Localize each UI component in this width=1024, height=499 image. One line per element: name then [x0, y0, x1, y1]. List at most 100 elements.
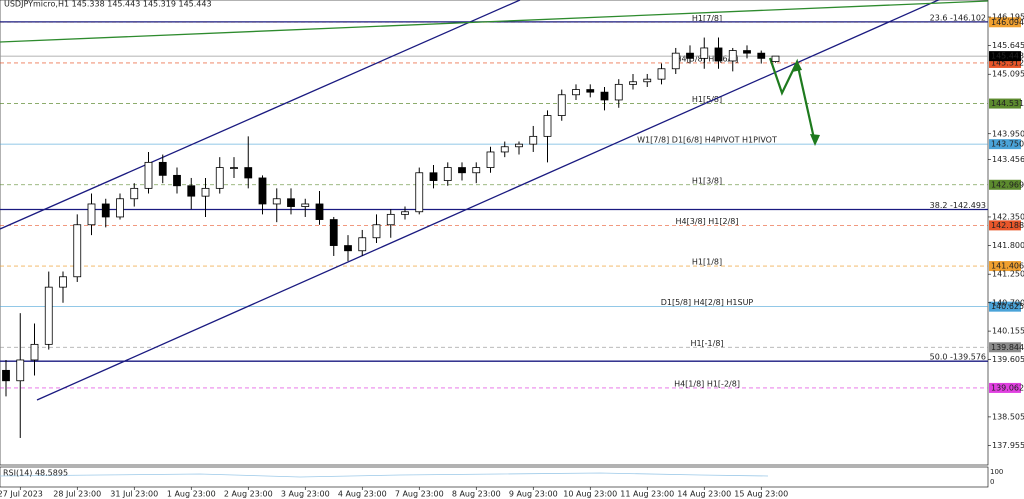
x-tick-label: 8 Aug 23:00: [452, 490, 501, 499]
candle-body: [728, 50, 737, 62]
x-tick-label: 10 Aug 23:00: [563, 490, 617, 499]
candle-body: [600, 91, 609, 101]
y-tick-label: 140.155: [992, 327, 1024, 336]
candle-body: [44, 286, 53, 345]
trend-line: [0, 0, 989, 43]
price-value: 145.443: [991, 52, 1024, 61]
channel-lower: [36, 0, 941, 401]
x-tick-label: 15 Aug 23:00: [734, 490, 788, 499]
level-label: H4[1/8] H1[-2/8]: [674, 379, 740, 388]
candle-body: [401, 211, 409, 215]
y-tick-label: 140.700: [992, 298, 1024, 307]
y-tick-label: 137.955: [992, 441, 1024, 450]
candle-body: [614, 83, 623, 101]
candle-body: [258, 177, 267, 205]
x-tick-label: 7 Aug 23:00: [395, 490, 444, 499]
candle-body: [686, 52, 694, 59]
price-box: [989, 51, 1021, 62]
level-label: H1[1/8]: [692, 258, 722, 267]
y-tick-label: 146.195: [992, 13, 1024, 22]
candle-body: [557, 94, 566, 116]
candle-body: [486, 151, 495, 168]
level-value: 139.844: [991, 343, 1024, 352]
level-value: 146.094: [991, 18, 1024, 27]
level-value: 142.969: [991, 180, 1024, 189]
candle-body: [2, 369, 10, 382]
level-label: D1[5/8] H4[2/8] H1SUP: [661, 298, 754, 307]
level-value: 144.531: [991, 99, 1024, 108]
y-tick-label: 138.505: [992, 412, 1024, 421]
level-box: [989, 261, 1021, 272]
x-tick-label: 31 Jul 23:00: [110, 490, 158, 499]
candle-body: [572, 89, 580, 96]
fib-label: 50.0 -139.576: [930, 353, 986, 362]
y-tick-label: 143.950: [992, 129, 1024, 138]
level-label: H4[5/8] H1[6/8]: [676, 54, 739, 63]
candle-body: [59, 276, 67, 288]
y-tick-label: 143.456: [992, 155, 1024, 164]
fib-label: 23.6 -146.102: [930, 13, 986, 22]
level-label: H1[5/8]: [692, 95, 722, 104]
candle-body: [315, 203, 324, 220]
candle-body: [30, 343, 39, 361]
level-box: [989, 139, 1021, 150]
level-box: [989, 17, 1021, 28]
candle-body: [743, 50, 751, 54]
candle-body: [372, 224, 381, 239]
candle-body: [244, 167, 253, 179]
candle-body: [415, 172, 424, 213]
candle-body: [87, 203, 96, 226]
candle-body: [643, 78, 652, 83]
candle-body: [515, 143, 523, 148]
y-tick-label: 145.095: [992, 70, 1024, 79]
x-tick-label: 28 Jul 23:00: [53, 490, 101, 499]
candle-body: [272, 198, 281, 205]
level-box: [989, 342, 1021, 353]
level-value: 139.062: [991, 383, 1024, 392]
y-tick-label: 141.250: [992, 270, 1024, 279]
indicator-label: RSI(14) 48.5895: [3, 469, 68, 478]
fib-label: 38.2 -142.493: [930, 201, 986, 210]
candle-body: [301, 203, 310, 207]
level-box: [989, 220, 1021, 231]
level-value: 141.406: [991, 262, 1024, 271]
candle-body: [215, 167, 224, 189]
level-label: H1[3/8]: [692, 176, 722, 185]
arrow-head: [792, 60, 802, 72]
plot-frame: [0, 0, 989, 466]
y-tick-label: 139.605: [992, 355, 1024, 364]
rsi-frame: [0, 466, 989, 488]
level-label: H1[7/8]: [692, 14, 722, 23]
candle-body: [73, 224, 82, 278]
level-label: H4[3/8] H1[2/8]: [676, 217, 739, 226]
candle-body: [187, 185, 196, 197]
candle-body: [586, 89, 595, 93]
candle-body: [529, 135, 538, 145]
candle-body: [344, 245, 352, 252]
x-tick-label: 4 Aug 23:00: [338, 490, 387, 499]
y-tick-label: 142.350: [992, 212, 1024, 221]
x-tick-label: 14 Aug 23:00: [677, 490, 731, 499]
level-value: 145.312: [991, 58, 1024, 67]
x-tick-label: 27 Jul 2023: [0, 490, 43, 499]
candle-body: [230, 167, 238, 169]
level-box: [989, 57, 1021, 68]
candle-body: [116, 198, 124, 218]
arrow-head: [810, 134, 820, 146]
forecast-arrow: [768, 57, 817, 144]
candle-body: [629, 81, 637, 85]
channel-upper: [0, 0, 521, 230]
candle-body: [130, 187, 139, 200]
candle-body: [358, 237, 367, 252]
candle-body: [16, 359, 25, 382]
x-tick-label: 9 Aug 23:00: [509, 490, 558, 499]
candle-body: [543, 115, 552, 137]
rsi-tick-label: 0: [990, 478, 994, 486]
x-tick-label: 2 Aug 23:00: [224, 490, 273, 499]
candle-body: [500, 146, 509, 153]
candle-body: [472, 167, 481, 174]
candle-body: [714, 47, 723, 62]
candle-body: [173, 174, 181, 187]
level-box: [989, 301, 1021, 312]
